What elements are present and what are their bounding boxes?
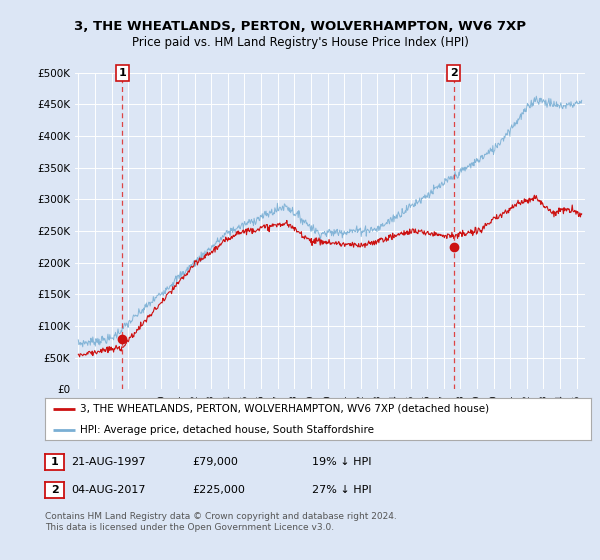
Text: £79,000: £79,000 xyxy=(192,457,238,467)
Text: 2: 2 xyxy=(51,485,58,495)
Text: 1: 1 xyxy=(118,68,126,78)
Text: 3, THE WHEATLANDS, PERTON, WOLVERHAMPTON, WV6 7XP: 3, THE WHEATLANDS, PERTON, WOLVERHAMPTON… xyxy=(74,20,526,32)
Text: 27% ↓ HPI: 27% ↓ HPI xyxy=(312,485,371,495)
Text: Price paid vs. HM Land Registry's House Price Index (HPI): Price paid vs. HM Land Registry's House … xyxy=(131,36,469,49)
Text: HPI: Average price, detached house, South Staffordshire: HPI: Average price, detached house, Sout… xyxy=(80,425,374,435)
Text: 1: 1 xyxy=(51,457,58,467)
Text: Contains HM Land Registry data © Crown copyright and database right 2024.
This d: Contains HM Land Registry data © Crown c… xyxy=(45,512,397,532)
Text: £225,000: £225,000 xyxy=(192,485,245,495)
Text: 19% ↓ HPI: 19% ↓ HPI xyxy=(312,457,371,467)
Text: 2: 2 xyxy=(450,68,457,78)
Text: 04-AUG-2017: 04-AUG-2017 xyxy=(71,485,145,495)
Text: 3, THE WHEATLANDS, PERTON, WOLVERHAMPTON, WV6 7XP (detached house): 3, THE WHEATLANDS, PERTON, WOLVERHAMPTON… xyxy=(80,404,490,414)
Text: 21-AUG-1997: 21-AUG-1997 xyxy=(71,457,145,467)
